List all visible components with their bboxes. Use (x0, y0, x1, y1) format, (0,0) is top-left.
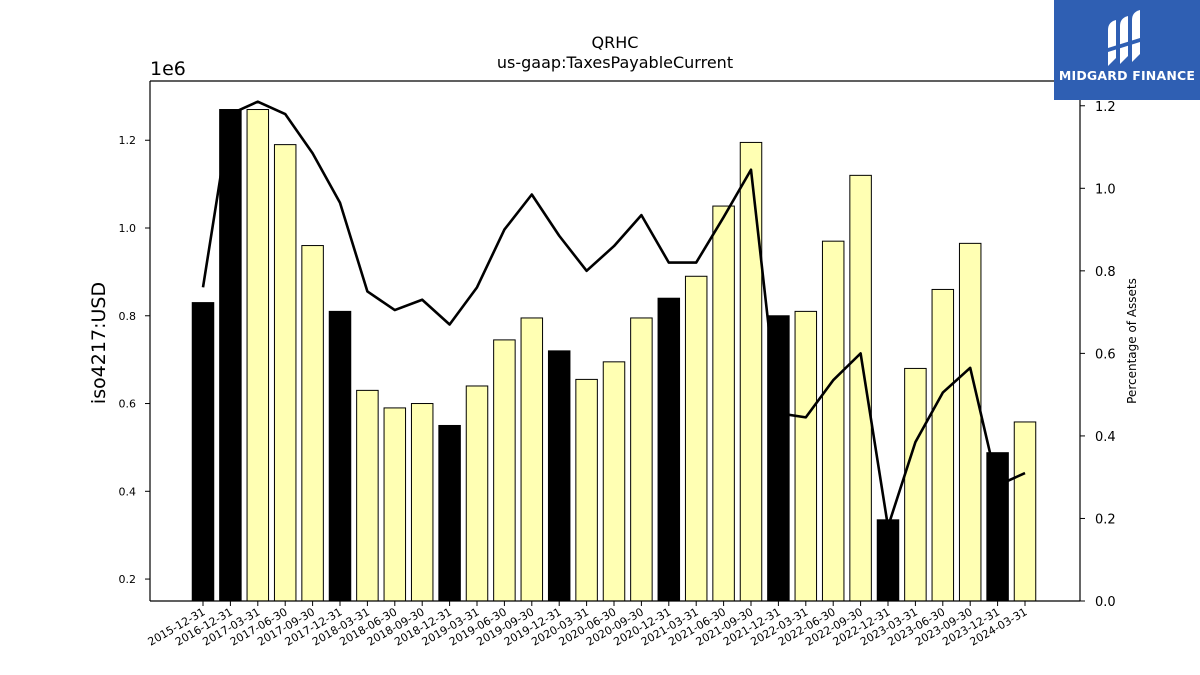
bar (794, 310, 818, 602)
bar-series (191, 109, 1037, 602)
bar (1013, 421, 1037, 602)
y-tick-label-right: 1.2 (1095, 100, 1116, 115)
bar (493, 339, 516, 602)
line-series (201, 100, 1026, 529)
chart-subtitle: us-gaap:TaxesPayableCurrent (497, 53, 733, 72)
bar (547, 350, 571, 602)
y-tick-label: 1.2 (119, 134, 137, 147)
y-tick-label-right: 0.4 (1095, 430, 1116, 445)
y-tick-label-right: 0.8 (1095, 265, 1116, 280)
bar (630, 317, 653, 602)
bar (739, 141, 763, 602)
bar (246, 109, 270, 602)
y-tick-label: 0.6 (119, 398, 137, 411)
y-tick-label-right: 0.6 (1095, 347, 1116, 362)
chart-title: QRHC (592, 33, 639, 52)
y-tick-label: 1.0 (119, 222, 137, 235)
bar (520, 317, 544, 602)
bar (712, 205, 735, 602)
bar (575, 378, 598, 602)
bar (410, 403, 434, 602)
bar (657, 297, 681, 602)
y-tick-label-right: 0.0 (1095, 595, 1116, 610)
bar (219, 109, 242, 602)
bar (849, 174, 872, 602)
y-tick-label: 0.2 (119, 573, 137, 586)
bar (301, 245, 324, 602)
bar (684, 275, 708, 602)
bar (876, 519, 900, 602)
brand-logo: MIDGARD FINANCE (1054, 0, 1200, 100)
bar (904, 367, 927, 602)
bar (356, 389, 379, 602)
bar (602, 361, 626, 602)
bar (438, 424, 461, 602)
y-multiplier: 1e6 (150, 58, 186, 80)
y-tick-label-right: 1.0 (1095, 182, 1116, 197)
logo-text: MIDGARD FINANCE (1058, 68, 1196, 83)
y-axis-label: iso4217:USD (88, 282, 110, 404)
midgard-logo-icon (1108, 10, 1140, 66)
bar (986, 452, 1009, 602)
y-tick-label-right: 0.2 (1095, 512, 1116, 527)
bar (383, 407, 407, 602)
y-axis-label-right: Percentage of Assets (1125, 278, 1139, 404)
bar (328, 310, 352, 602)
bar (767, 315, 790, 602)
series-line (201, 100, 1026, 529)
bar (191, 302, 215, 602)
bar (273, 144, 297, 602)
y-tick-label: 0.8 (119, 310, 137, 323)
bar (821, 240, 845, 602)
bar (958, 242, 982, 602)
bar (931, 288, 955, 602)
y-tick-label: 0.4 (119, 485, 137, 498)
bar (465, 385, 489, 602)
